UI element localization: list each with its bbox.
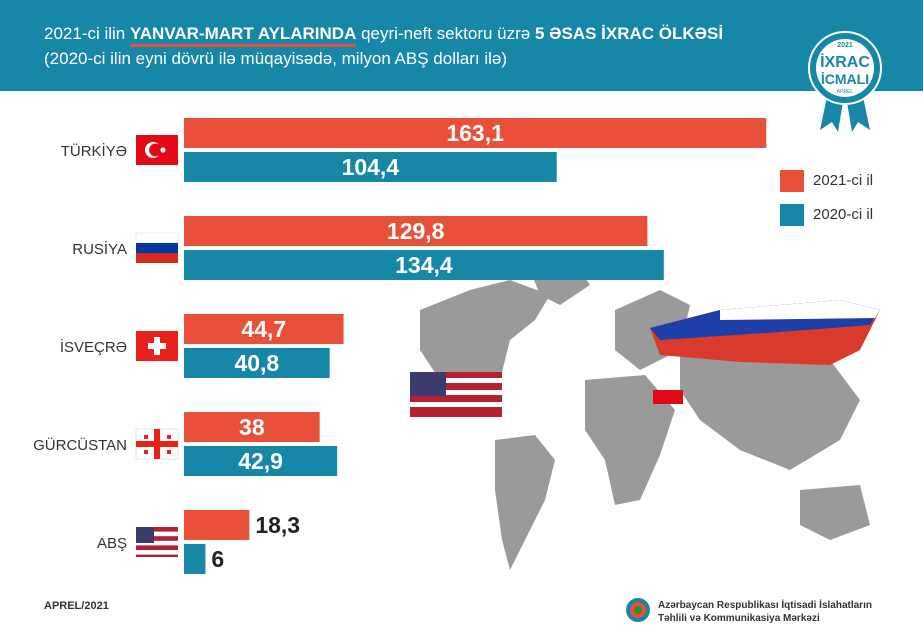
bar-2021-3 [184, 412, 320, 442]
title-line-1: 2021-ci ilin YANVAR-MART AYLARINDA qeyri… [44, 24, 724, 47]
data-label-2020-1: 134,4 [395, 252, 453, 278]
badge-title-2: İCMALI [821, 71, 869, 87]
category-label-0: TÜRKİYƏ [61, 142, 127, 160]
data-label-2021-4: 18,3 [255, 512, 300, 538]
category-label-3: GÜRCÜSTAN [33, 436, 127, 454]
title-part: qeyri-neft sektoru üzrə [356, 24, 535, 43]
map-usa-stripe [410, 378, 502, 383]
flag-icon-0 [136, 135, 178, 165]
badge-month: APREL [837, 89, 854, 95]
badge-inner [816, 39, 874, 97]
flag-icon-3 [135, 428, 179, 460]
legend-label-2020: 2020-ci il [813, 206, 874, 223]
bar-2021-0 [184, 118, 767, 148]
header-banner: 2021-ci ilin YANVAR-MART AYLARINDA qeyri… [0, 0, 923, 91]
map-usa-stripe [410, 402, 502, 407]
data-label-2021-0: 163,1 [446, 120, 504, 146]
category-label-4: ABŞ [97, 535, 127, 552]
footer-org-line-1: Azərbaycan Respublikası İqtisadi İslahat… [658, 600, 872, 611]
data-label-2021-1: 129,8 [387, 218, 445, 244]
bar-2021-4 [184, 510, 250, 540]
subtitle: (2020-ci ilin eyni dövrü ilə müqayisədə,… [44, 49, 507, 68]
data-label-2020-3: 42,9 [238, 448, 283, 474]
footer-date: APREL/2021 [44, 600, 109, 612]
map-turkey-flag [653, 390, 683, 404]
data-label-2020-0: 104,4 [342, 154, 400, 180]
emblem-icon [626, 598, 650, 622]
legend-swatch-2021 [780, 170, 804, 192]
bar-2020-3 [184, 446, 338, 476]
legend-swatch-2020 [780, 204, 804, 226]
bar-2021-2 [184, 314, 344, 344]
bar-2020-1 [184, 250, 664, 280]
title-part: 2021-ci ilin [44, 24, 130, 43]
map-south-america [495, 435, 555, 570]
title-emphasis: 5 ƏSAS İXRAC ÖLKƏSİ [534, 24, 724, 43]
bar-2020-0 [184, 152, 557, 182]
bar-2020-2 [184, 348, 330, 378]
badge-year: 2021 [837, 42, 853, 49]
data-label-2021-3: 38 [239, 414, 265, 440]
map-africa [585, 375, 675, 505]
data-label-2020-4: 6 [211, 546, 224, 572]
bar-2021-1 [184, 216, 648, 246]
category-label-2: İSVEÇRƏ [60, 338, 127, 356]
flag-icon-1 [135, 232, 179, 263]
map-russia-white [720, 300, 880, 320]
export-review-badge: 2021 İXRAC İCMALI APREL [808, 31, 882, 132]
map-asia [680, 350, 860, 470]
legend-label-2021: 2021-ci il [813, 172, 874, 189]
flag-icon-4 [136, 527, 178, 557]
data-label-2021-2: 44,7 [241, 316, 286, 342]
badge-title-1: İXRAC [820, 53, 870, 71]
title-period: YANVAR-MART AYLARINDA [130, 24, 357, 47]
footer-org-line-2: Təhlili və Kommunikasiya Mərkəzi [658, 613, 820, 624]
category-label-1: RUSİYA [72, 240, 127, 258]
map-usa-stripe [410, 390, 502, 395]
map-north-america [420, 280, 550, 400]
flag-icon-2 [136, 331, 178, 361]
map-australia [800, 485, 870, 540]
data-label-2020-2: 40,8 [234, 350, 279, 376]
world-map [410, 262, 880, 570]
map-usa-canton [410, 372, 446, 396]
bar-2020-4 [184, 544, 206, 574]
